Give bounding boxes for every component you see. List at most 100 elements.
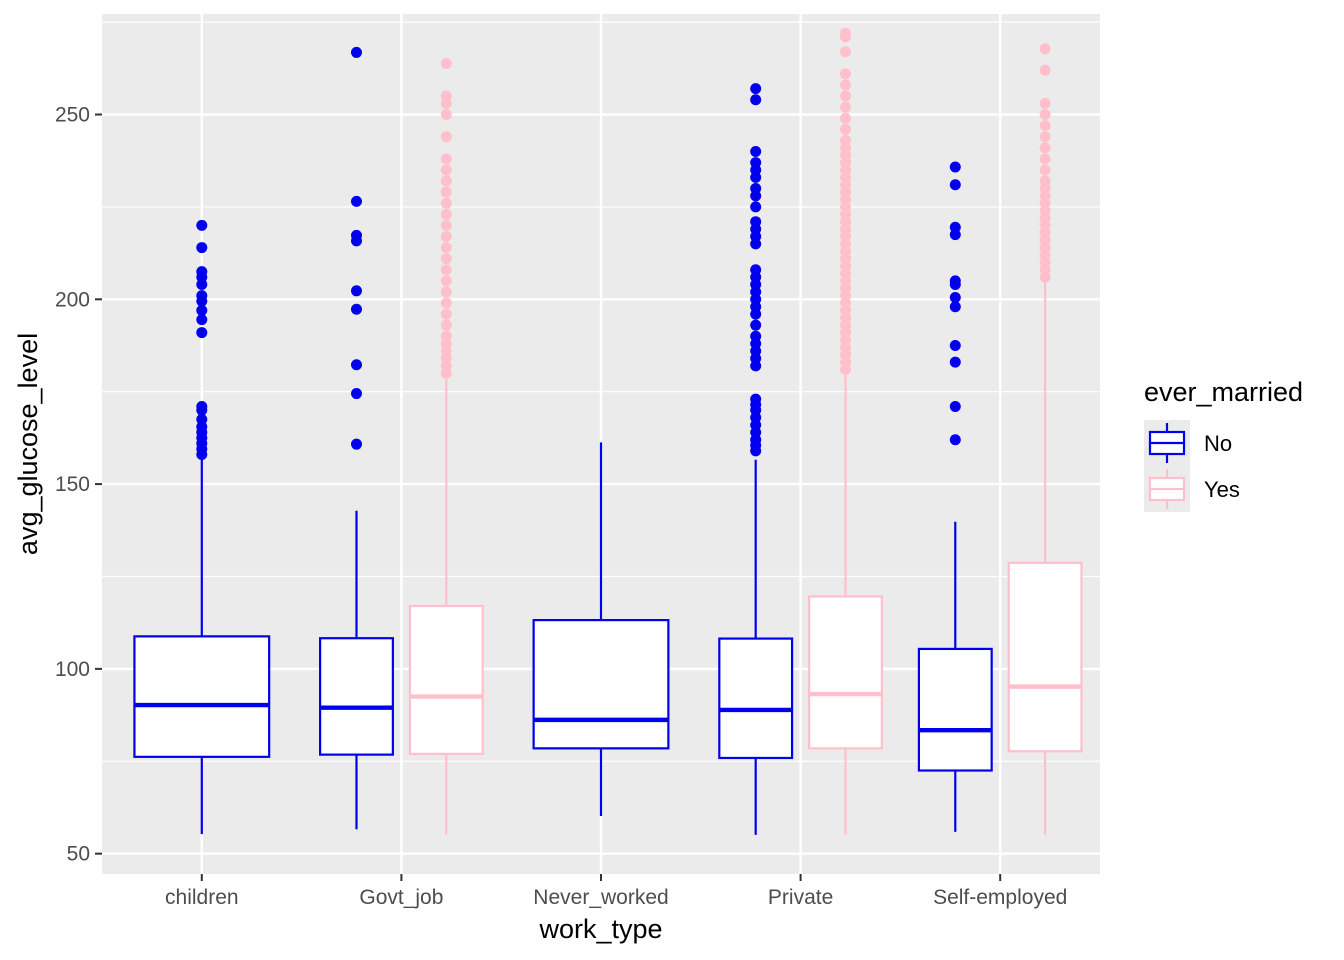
legend: ever_married No Yes <box>1144 377 1303 512</box>
y-tick-label: 150 <box>55 473 90 496</box>
box-Govt_job-Yes <box>408 58 484 835</box>
outlier-point <box>840 90 852 102</box>
outlier-point <box>949 356 961 368</box>
outlier-point <box>350 285 362 297</box>
outlier-point <box>440 197 452 209</box>
box-Self-employed-Yes <box>1007 43 1083 835</box>
outlier-point <box>949 179 961 191</box>
outlier-point <box>750 145 762 157</box>
y-tick-label: 50 <box>67 843 90 866</box>
box-Govt_job-No <box>319 46 394 830</box>
outlier-point <box>440 219 452 231</box>
outlier-point <box>750 182 762 194</box>
legend-title: ever_married <box>1144 377 1303 407</box>
outlier-point <box>840 79 852 91</box>
outlier-point <box>350 229 362 241</box>
outlier-point <box>949 275 961 287</box>
outlier-point <box>440 330 452 342</box>
outlier-point <box>350 46 362 58</box>
outlier-point <box>440 208 452 220</box>
outlier-point <box>1039 97 1051 109</box>
outlier-point <box>949 340 961 352</box>
outlier-point <box>840 27 852 39</box>
outlier-point <box>750 201 762 213</box>
box-Private-No <box>718 83 794 835</box>
outlier-point <box>440 153 452 165</box>
outlier-point <box>196 413 208 425</box>
outlier-point <box>440 319 452 331</box>
x-tick-label: Self-employed <box>933 886 1067 909</box>
outlier-point <box>440 230 452 242</box>
outlier-point <box>1039 164 1051 176</box>
outlier-point <box>840 46 852 58</box>
outlier-point <box>440 186 452 198</box>
outlier-point <box>440 164 452 176</box>
y-tick-label: 100 <box>55 658 90 681</box>
x-tick-label: Govt_job <box>359 886 443 909</box>
outlier-point <box>840 134 852 146</box>
outlier-point <box>750 264 762 276</box>
legend-keys <box>1144 420 1190 512</box>
outlier-point <box>750 94 762 106</box>
outlier-point <box>196 266 208 278</box>
x-tick-label: children <box>165 886 239 909</box>
outlier-point <box>750 319 762 331</box>
outlier-point <box>440 297 452 309</box>
x-tick-label: Never_worked <box>533 886 668 909</box>
boxplot-boxes <box>133 27 1083 835</box>
outlier-point <box>440 109 452 121</box>
legend-label-no: No <box>1204 431 1232 456</box>
outlier-point <box>440 58 452 70</box>
outlier-point <box>350 195 362 207</box>
outlier-point <box>440 90 452 102</box>
legend-key-yes <box>1144 466 1190 512</box>
legend-key-no <box>1144 420 1190 466</box>
outlier-point <box>350 303 362 315</box>
outlier-point <box>1039 175 1051 187</box>
outlier-point <box>949 221 961 233</box>
outlier-point <box>440 286 452 298</box>
outlier-point <box>196 242 208 254</box>
outlier-point <box>196 219 208 231</box>
outlier-point <box>440 175 452 187</box>
outlier-point <box>440 308 452 320</box>
box-Self-employed-No <box>917 161 993 832</box>
box-iqr <box>532 619 670 750</box>
legend-label-yes: Yes <box>1204 477 1240 502</box>
outlier-point <box>1039 153 1051 165</box>
outlier-point <box>350 388 362 400</box>
box-iqr <box>917 647 993 772</box>
outlier-point <box>440 264 452 276</box>
outlier-point <box>1039 131 1051 143</box>
box-iqr <box>718 637 794 760</box>
outlier-point <box>196 400 208 412</box>
outlier-point <box>350 438 362 450</box>
outlier-point <box>1039 120 1051 132</box>
outlier-point <box>949 301 961 313</box>
box-children-No <box>133 219 271 835</box>
outlier-point <box>840 101 852 113</box>
outlier-point <box>440 275 452 287</box>
outlier-point <box>440 131 452 143</box>
outlier-point <box>196 327 208 339</box>
outlier-point <box>1039 109 1051 121</box>
box-iqr <box>808 595 883 750</box>
x-axis-title: work_type <box>538 914 662 944</box>
box-Private-Yes <box>808 27 883 835</box>
axes: 50 100 150 200 250 children Govt_job Never_work… <box>55 104 1067 909</box>
box-iqr <box>408 604 484 755</box>
outlier-point <box>750 157 762 169</box>
outlier-point <box>196 314 208 326</box>
outlier-point <box>840 123 852 135</box>
box-Never_worked-No <box>532 442 670 816</box>
x-tick-label: Private <box>768 886 833 909</box>
outlier-point <box>1039 64 1051 76</box>
outlier-point <box>1039 43 1051 55</box>
outlier-point <box>196 290 208 302</box>
outlier-point <box>840 68 852 80</box>
outlier-point <box>750 393 762 405</box>
outlier-point <box>440 242 452 254</box>
box-iqr <box>1007 561 1083 753</box>
outlier-point <box>350 359 362 371</box>
